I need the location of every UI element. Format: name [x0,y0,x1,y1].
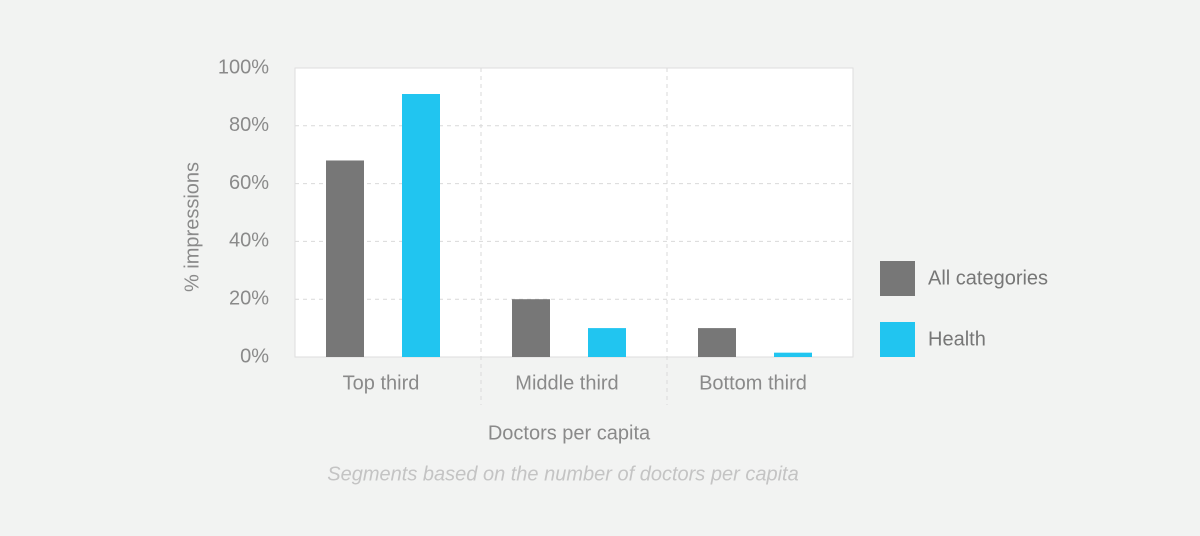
y-axis-title: % impressions [181,162,203,292]
x-tick-label: Bottom third [699,372,807,394]
bar [326,160,364,357]
y-tick-label: 80% [229,114,269,136]
x-tick-label: Middle third [515,372,618,394]
legend-label: All categories [928,267,1048,289]
bar [774,352,812,357]
y-tick-label: 0% [240,345,269,367]
plot-border [294,67,854,358]
legend-swatch [880,322,915,357]
bar [698,328,736,357]
y-tick-label: 100% [218,56,269,78]
x-tick-label: Top third [343,372,420,394]
legend-label: Health [928,328,986,350]
bar [402,94,440,357]
y-tick-label: 60% [229,172,269,194]
y-tick-label: 20% [229,287,269,309]
bar [512,299,550,357]
legend-swatch [880,261,915,296]
plot-area [295,68,853,357]
x-axis-title: Doctors per capita [488,422,651,444]
bar [588,328,626,357]
caption: Segments based on the number of doctors … [327,463,798,485]
y-tick-label: 40% [229,230,269,252]
